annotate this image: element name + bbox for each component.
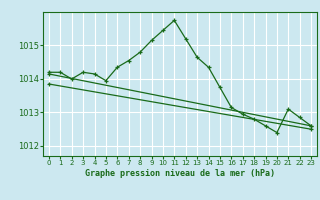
X-axis label: Graphe pression niveau de la mer (hPa): Graphe pression niveau de la mer (hPa) — [85, 169, 275, 178]
